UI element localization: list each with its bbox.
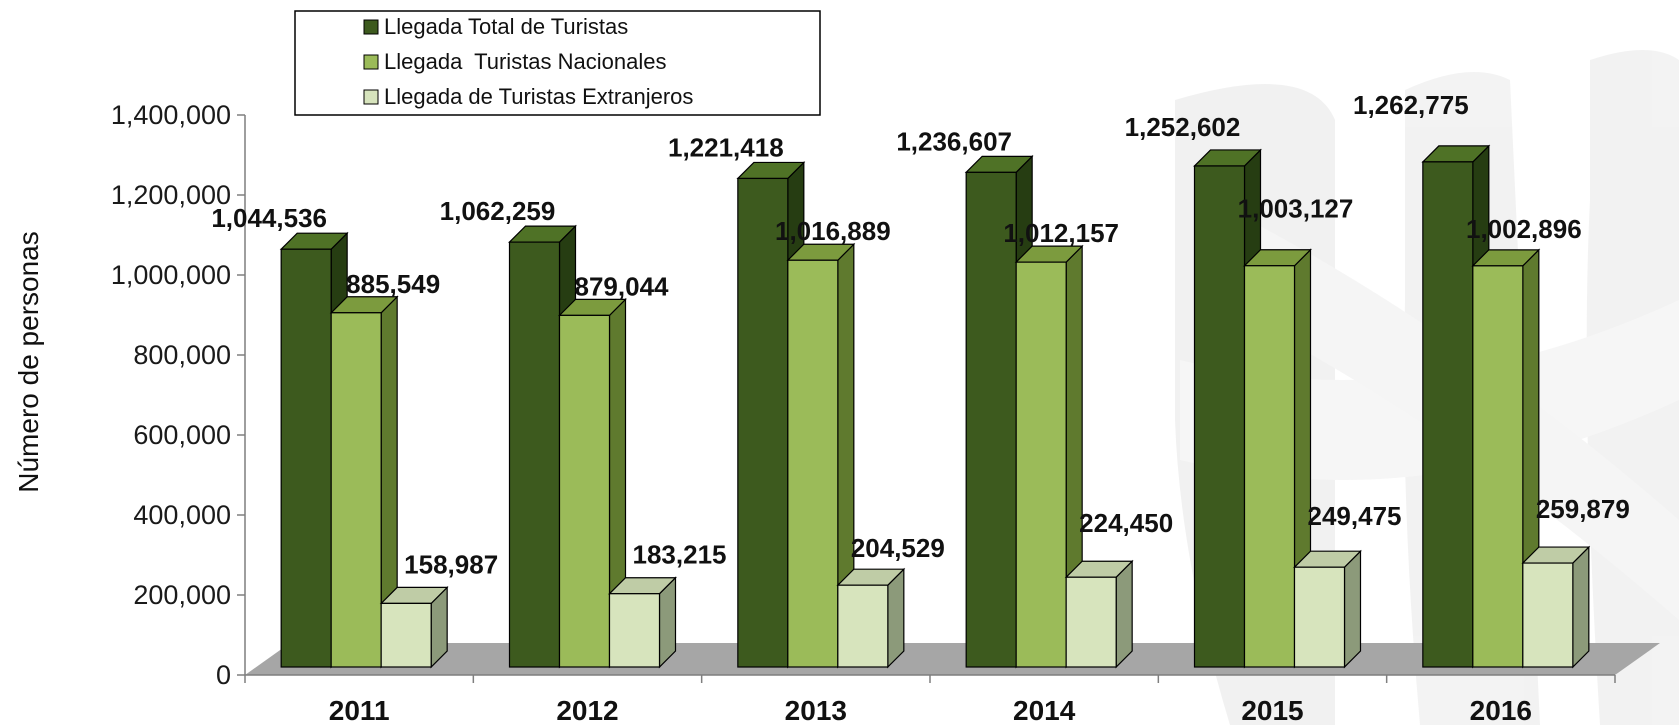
bar-extranjeros-2012	[608, 593, 661, 668]
legend-swatch-total	[363, 19, 379, 35]
bars	[279, 144, 1591, 669]
data-label-extranjeros-2012: 183,215	[633, 540, 727, 570]
y-axis-ticks: 0 200,000 400,000 600,000 800,000 1,000,000 1,…	[111, 100, 245, 690]
legend-label-total: Llegada Total de Turistas	[384, 14, 628, 39]
legend-swatch-nacionales	[363, 54, 379, 70]
y-tick-label: 200,000	[133, 580, 231, 610]
x-tick-label: 2015	[1241, 695, 1303, 725]
bar-nacionales-2012	[558, 314, 611, 668]
legend-label-extranjeros: Llegada de Turistas Extranjeros	[384, 84, 693, 109]
bar-side-extranjeros	[1115, 559, 1133, 669]
data-label-nacionales-2011: 885,549	[346, 269, 440, 299]
y-tick-label: 1,000,000	[111, 260, 231, 290]
bar-extranjeros-2011	[380, 602, 432, 668]
y-tick-label: 0	[216, 660, 231, 690]
x-tick-label: 2012	[556, 695, 618, 725]
legend-label-nacionales: Llegada Turistas Nacionales	[384, 49, 667, 74]
bar-nacionales-2015	[1243, 265, 1296, 668]
x-tick-label: 2014	[1013, 695, 1076, 725]
bar-nacionales-2013	[787, 259, 839, 668]
bar-side-extranjeros	[1572, 545, 1590, 669]
data-label-extranjeros-2015: 249,475	[1308, 501, 1402, 531]
bar-total-2014	[965, 171, 1017, 668]
bar-nacionales-2014	[1015, 261, 1067, 668]
data-label-extranjeros-2016: 259,879	[1536, 494, 1630, 524]
y-tick-label: 600,000	[133, 420, 231, 450]
x-tick-label: 2013	[785, 695, 847, 725]
y-tick-label: 1,400,000	[111, 100, 231, 130]
y-tick-label: 800,000	[133, 340, 231, 370]
data-label-total-2015: 1,252,602	[1125, 112, 1241, 142]
bar-extranjeros-2015	[1293, 566, 1346, 668]
data-label-nacionales-2013: 1,016,889	[775, 216, 891, 246]
data-label-extranjeros-2013: 204,529	[851, 533, 945, 563]
data-label-nacionales-2015: 1,003,127	[1238, 194, 1354, 224]
data-label-total-2013: 1,221,418	[668, 132, 784, 162]
bar-extranjeros-2013	[837, 584, 889, 668]
bar-nacionales-2016	[1472, 265, 1524, 668]
data-label-total-2012: 1,062,259	[440, 196, 556, 226]
data-label-total-2016: 1,262,775	[1353, 90, 1469, 120]
x-tick-label: 2011	[329, 695, 390, 725]
bar-total-2015	[1193, 165, 1246, 668]
y-axis-label: Número de personas	[13, 231, 44, 492]
bar-extranjeros-2014	[1065, 576, 1117, 668]
y-tick-label: 1,200,000	[111, 180, 231, 210]
legend-swatch-extranjeros	[363, 89, 379, 105]
y-tick-label: 400,000	[133, 500, 231, 530]
data-label-nacionales-2012: 879,044	[575, 271, 670, 301]
data-label-nacionales-2014: 1,012,157	[1003, 218, 1119, 248]
data-label-total-2011: 1,044,536	[211, 203, 327, 233]
bar-total-2011	[280, 248, 332, 668]
data-labels: 1,044,536 885,549 158,987 1,062,259 879,044 1…	[211, 90, 1629, 580]
x-axis-ticks: 2011 2012 2013 2014 2015 2016	[244, 675, 1616, 725]
bar-nacionales-2011	[330, 312, 382, 668]
bar-total-2016	[1422, 161, 1474, 668]
bar-extranjeros-2016	[1522, 562, 1574, 668]
data-label-total-2014: 1,236,607	[896, 126, 1012, 156]
bar-side-extranjeros	[887, 567, 905, 669]
data-label-nacionales-2016: 1,002,896	[1466, 214, 1582, 244]
legend-box	[294, 10, 821, 116]
bar-total-2012	[508, 241, 561, 668]
bar-side-extranjeros	[1343, 549, 1362, 669]
data-label-extranjeros-2014: 224,450	[1079, 508, 1173, 538]
x-tick-label: 2016	[1470, 695, 1532, 725]
bar-total-2013	[737, 177, 789, 668]
legend: Llegada Total de Turistas Llegada Turist…	[294, 10, 821, 116]
data-label-extranjeros-2011: 158,987	[404, 549, 498, 579]
